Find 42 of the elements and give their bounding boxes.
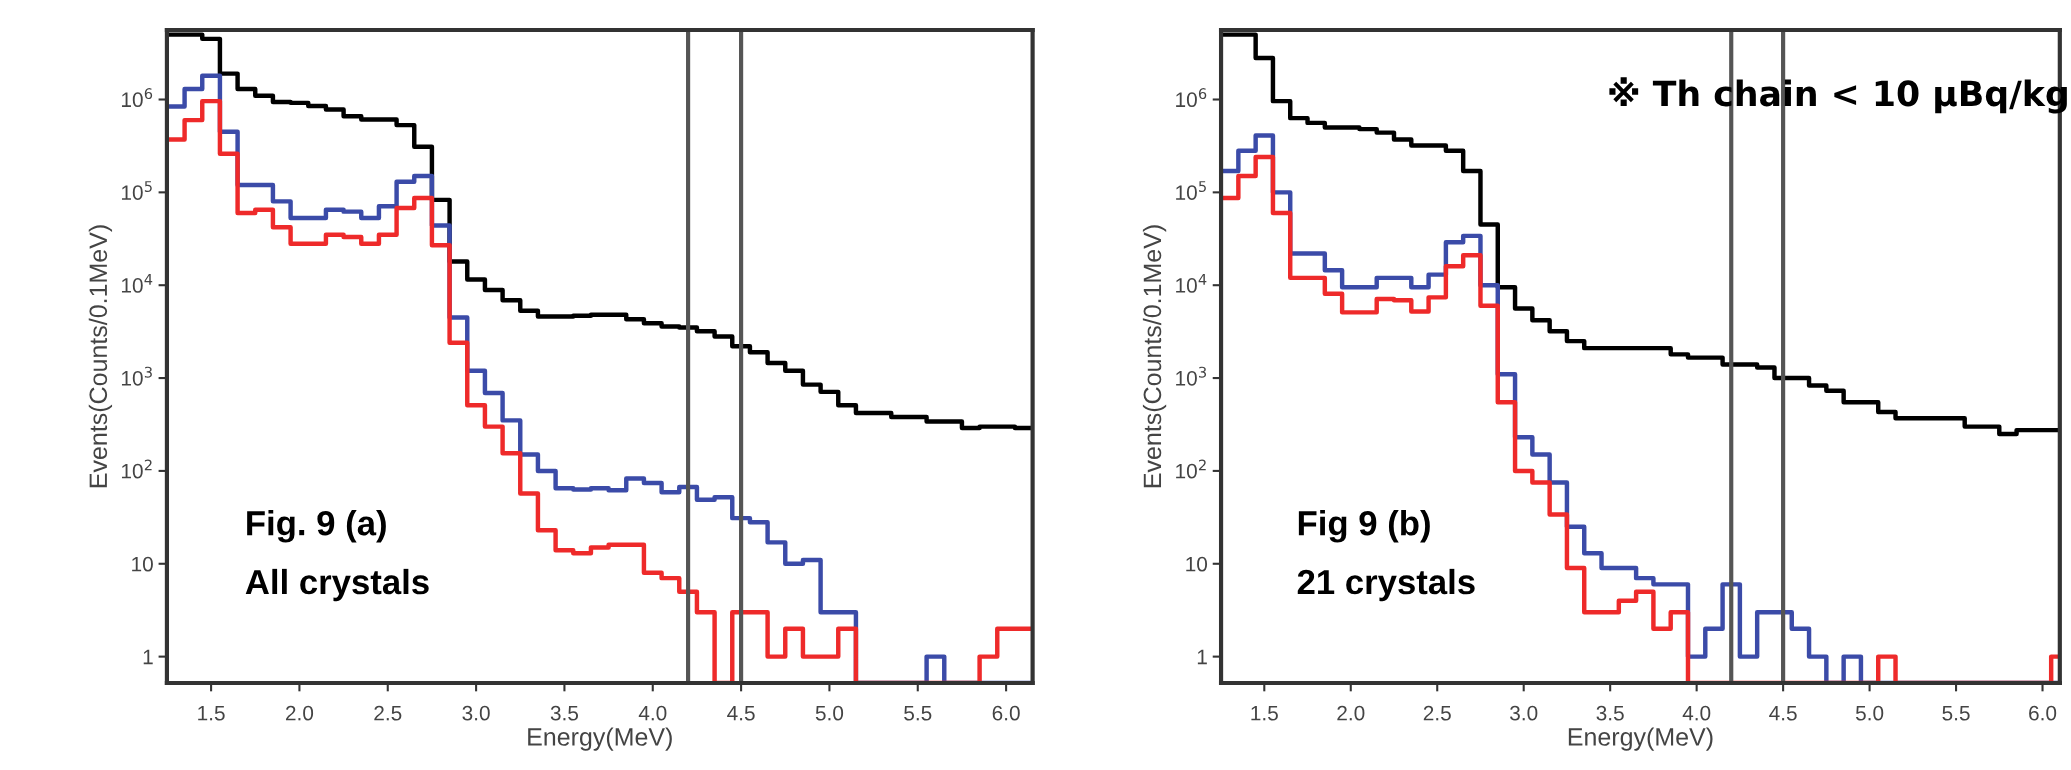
y-tick-label: 10$^{6}$ xyxy=(1176,88,1207,108)
x-tick-label: 4.5 xyxy=(727,705,755,721)
x-tick-label: 1.5 xyxy=(198,705,225,721)
y-tick-label: 10$^{4}$ xyxy=(1176,274,1207,293)
x-tick-label: 2.5 xyxy=(374,705,402,721)
y-tick-label: 10$^{2}$ xyxy=(121,459,152,479)
y-tick-label: 10 xyxy=(132,556,153,572)
x-tick-label: 3.0 xyxy=(462,705,490,721)
x-axis-title: Energy(MeV) xyxy=(528,727,672,751)
y-tick-label: 1 xyxy=(143,649,153,665)
y-tick-label: 10$^{6}$ xyxy=(121,88,153,108)
x-tick-label: 5.5 xyxy=(1942,705,1970,721)
y-tick-label: 10$^{4}$ xyxy=(121,274,153,293)
y-tick-label: 10$^{5}$ xyxy=(1176,181,1206,200)
x-tick-label: 3.0 xyxy=(1510,705,1538,721)
y-tick-label: 10$^{2}$ xyxy=(1176,459,1206,479)
x-tick-label: 6.0 xyxy=(2029,705,2057,721)
y-tick-label: 1 xyxy=(1197,649,1207,665)
annotation: Fig 9 (b) xyxy=(1298,510,1430,543)
x-tick-label: 4.0 xyxy=(1682,705,1711,721)
y-axis-title: Events(Counts/0.1MeV) xyxy=(1142,225,1167,488)
x-tick-label: 4.5 xyxy=(1769,705,1797,721)
x-axis-title: Energy(MeV) xyxy=(1568,727,1713,751)
y-tick-label: 10$^{5}$ xyxy=(121,181,152,200)
x-tick-label: 2.0 xyxy=(1337,705,1365,721)
y-tick-label: 10$^{3}$ xyxy=(121,366,152,386)
y-tick-label: 10 xyxy=(1186,556,1208,572)
x-tick-label: 2.0 xyxy=(285,705,314,721)
x-tick-label: 3.5 xyxy=(1596,705,1624,721)
annotation: 21 crystals xyxy=(1297,568,1475,602)
x-tick-label: 5.0 xyxy=(1855,705,1884,721)
y-tick-label: 10$^{3}$ xyxy=(1176,366,1207,386)
x-tick-label: 1.5 xyxy=(1251,705,1278,721)
x-tick-label: 2.5 xyxy=(1423,705,1451,721)
x-tick-label: 5.0 xyxy=(815,705,844,721)
annotation: All crystals xyxy=(245,568,429,602)
x-tick-label: 5.5 xyxy=(904,705,932,721)
x-tick-label: 3.5 xyxy=(550,705,579,721)
y-axis-title: Events(Counts/0.1MeV) xyxy=(88,225,113,488)
x-tick-label: 6.0 xyxy=(992,705,1020,721)
annotation: Fig. 9 (a) xyxy=(247,510,386,543)
x-tick-label: 4.0 xyxy=(638,705,667,721)
